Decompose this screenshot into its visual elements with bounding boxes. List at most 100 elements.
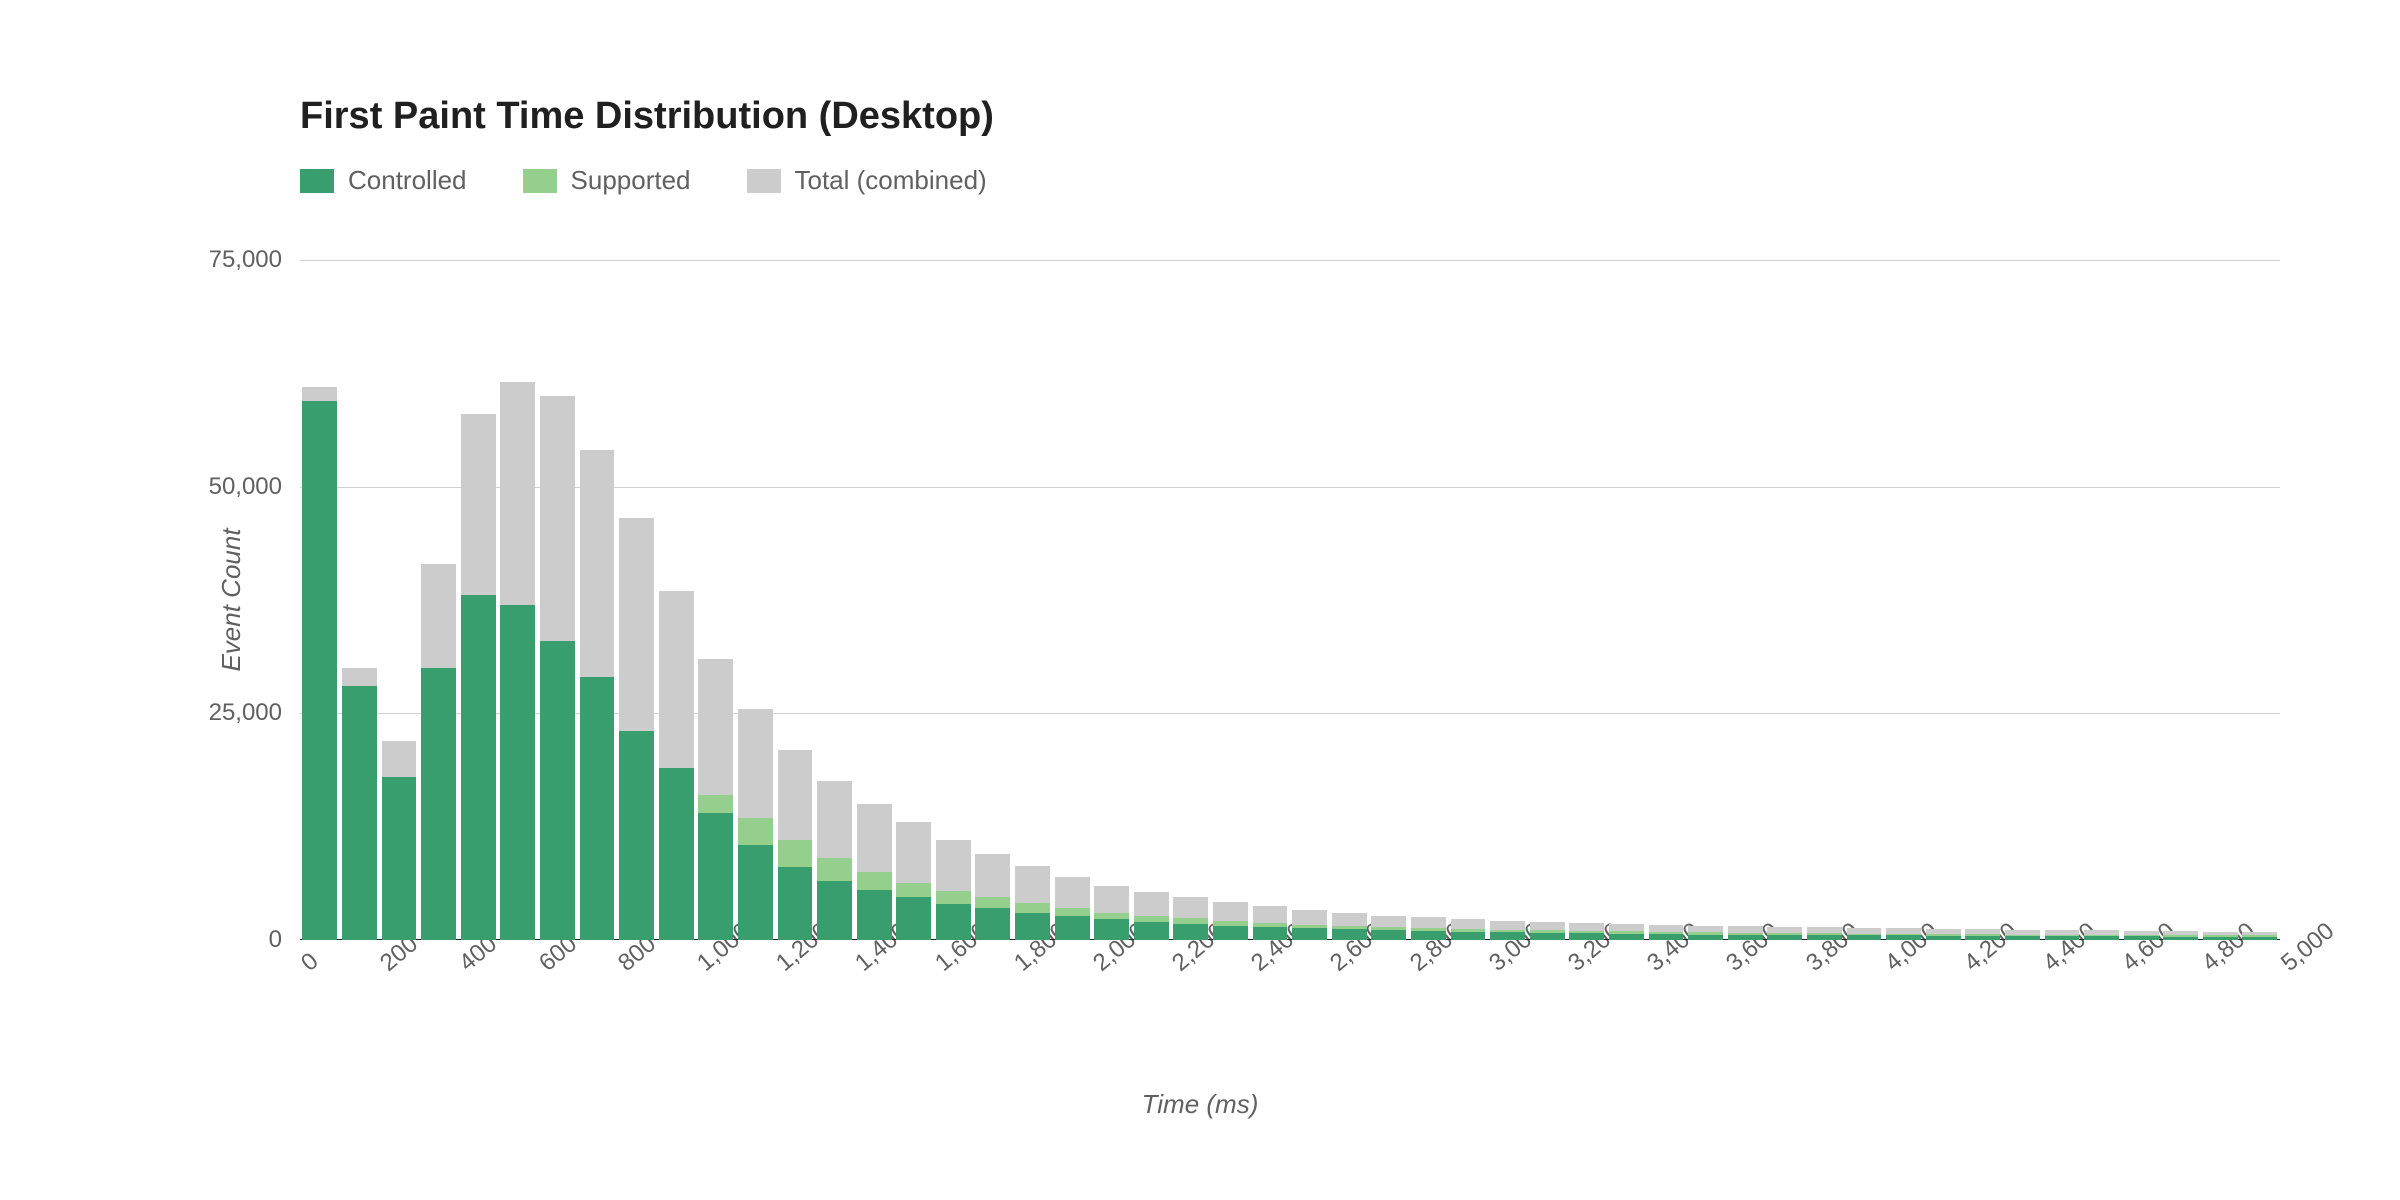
histogram-bin <box>656 260 696 940</box>
bar-controlled <box>1688 935 1723 940</box>
histogram-bin: 2,400 <box>1250 260 1290 940</box>
histogram-bin: 1,600 <box>934 260 974 940</box>
bar-controlled <box>1094 919 1129 940</box>
bar-controlled <box>1886 935 1921 940</box>
legend: Controlled Supported Total (combined) <box>300 165 987 196</box>
histogram-bin <box>498 260 538 940</box>
histogram-bin: 1,400 <box>854 260 894 940</box>
x-tick-label: 5,000 <box>2276 917 2340 977</box>
legend-label: Supported <box>571 165 691 196</box>
bar-controlled <box>1173 924 1208 940</box>
histogram-bin: 2,800 <box>1409 260 1449 940</box>
histogram-bin <box>1369 260 1409 940</box>
bar-controlled <box>421 668 456 940</box>
bar-controlled <box>500 605 535 940</box>
histogram-bin: 1,000 <box>696 260 736 940</box>
bar-controlled <box>1371 930 1406 940</box>
histogram-bin: 400 <box>458 260 498 940</box>
bar-controlled <box>1926 936 1961 940</box>
histogram-bin: 3,200 <box>1567 260 1607 940</box>
histogram-bin <box>419 260 459 940</box>
histogram-bin: 3,000 <box>1488 260 1528 940</box>
histogram-bin: 2,200 <box>1171 260 1211 940</box>
plot-area: 02004006008001,0001,2001,4001,6001,8002,… <box>300 260 2280 940</box>
bar-controlled <box>936 904 971 940</box>
bar-controlled <box>1530 933 1565 940</box>
y-tick-label: 25,000 <box>209 699 300 727</box>
bar-controlled <box>342 686 377 940</box>
bar-controlled <box>1767 935 1802 940</box>
histogram-bin <box>577 260 617 940</box>
bar-controlled <box>302 401 337 940</box>
histogram-bin <box>2003 260 2043 940</box>
bar-controlled <box>698 813 733 940</box>
bar-controlled <box>1253 927 1288 940</box>
bar-controlled <box>382 777 417 940</box>
histogram-bin: 4,000 <box>1884 260 1924 940</box>
histogram-bin <box>1131 260 1171 940</box>
histogram-bin: 600 <box>538 260 578 940</box>
bar-controlled <box>1015 913 1050 940</box>
histogram-bin <box>894 260 934 940</box>
bar-controlled <box>461 595 496 940</box>
histogram-bin <box>1052 260 1092 940</box>
bar-controlled <box>1649 934 1684 940</box>
legend-item: Supported <box>523 165 691 196</box>
histogram-bin <box>1527 260 1567 940</box>
histogram-bin <box>1686 260 1726 940</box>
histogram-bin: 4,400 <box>2042 260 2082 940</box>
histogram-bin: 1,200 <box>775 260 815 940</box>
histogram-bin: 2,600 <box>1329 260 1369 940</box>
chart-title: First Paint Time Distribution (Desktop) <box>300 95 994 138</box>
y-tick-label: 0 <box>269 926 300 954</box>
x-tick-label: 0 <box>296 947 324 977</box>
bar-controlled <box>1847 935 1882 940</box>
bar-controlled <box>2242 937 2277 940</box>
legend-item: Controlled <box>300 165 467 196</box>
bar-controlled <box>580 677 615 940</box>
bar-controlled <box>1134 922 1169 940</box>
histogram-bin: 800 <box>617 260 657 940</box>
histogram-bin: 200 <box>379 260 419 940</box>
histogram-bin <box>1448 260 1488 940</box>
histogram-bin <box>815 260 855 940</box>
bar-controlled <box>857 890 892 940</box>
histogram-bin: 3,400 <box>1646 260 1686 940</box>
bar-controlled <box>1451 932 1486 940</box>
y-axis-title: Event Count <box>216 528 247 671</box>
histogram-bin <box>340 260 380 940</box>
histogram-bin: 2,000 <box>1092 260 1132 940</box>
bar-controlled <box>778 867 813 940</box>
histogram-bin: 3,600 <box>1725 260 1765 940</box>
legend-label: Total (combined) <box>795 165 987 196</box>
bar-controlled <box>1490 932 1525 940</box>
bar-controlled <box>1292 928 1327 940</box>
bar-controlled <box>2124 936 2159 940</box>
histogram-bin: 4,200 <box>1963 260 2003 940</box>
bar-controlled <box>619 731 654 940</box>
histogram-bin: 1,800 <box>1013 260 1053 940</box>
bar-controlled <box>1569 933 1604 940</box>
bar-controlled <box>2045 936 2080 940</box>
histogram-bin <box>2082 260 2122 940</box>
histogram-bin: 4,800 <box>2201 260 2241 940</box>
x-axis-title: Time (ms) <box>1142 1089 1259 1120</box>
histogram-bin <box>2161 260 2201 940</box>
bar-controlled <box>1807 935 1842 940</box>
histogram-bin: 4,600 <box>2121 260 2161 940</box>
bar-controlled <box>738 845 773 940</box>
bar-controlled <box>2163 937 2198 940</box>
legend-swatch <box>747 169 781 193</box>
histogram-bin <box>1211 260 1251 940</box>
bar-controlled <box>1728 935 1763 940</box>
histogram-bin <box>1607 260 1647 940</box>
y-tick-label: 50,000 <box>209 473 300 501</box>
legend-swatch <box>300 169 334 193</box>
histogram-bin <box>736 260 776 940</box>
bar-controlled <box>659 768 694 940</box>
histogram-bin <box>1290 260 1330 940</box>
histogram-bin <box>1844 260 1884 940</box>
bar-controlled <box>975 908 1010 940</box>
legend-swatch <box>523 169 557 193</box>
bar-controlled <box>1055 916 1090 940</box>
